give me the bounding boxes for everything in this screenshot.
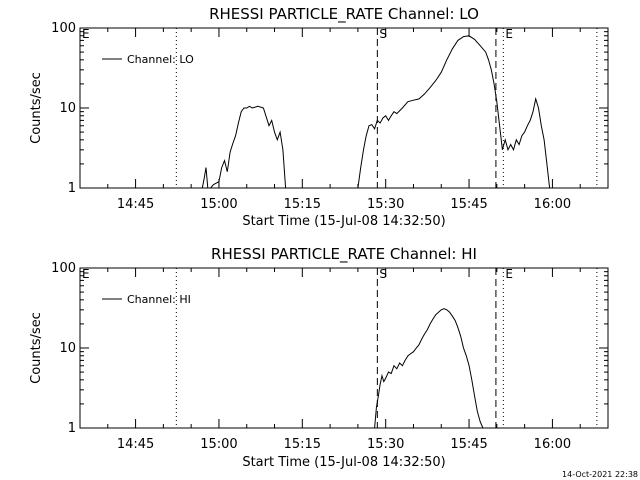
- x-tick-label: 14:45: [117, 437, 154, 452]
- y-axis-label: Counts/sec: [29, 312, 44, 384]
- x-tick-label: 15:30: [367, 437, 404, 452]
- legend-label: Channel: HI: [127, 293, 191, 306]
- annotation-label: S: [379, 267, 387, 281]
- annotation-label: E: [505, 27, 513, 41]
- x-axis-label: Start Time (15-Jul-08 14:32:50): [242, 455, 445, 470]
- x-axis-label: Start Time (15-Jul-08 14:32:50): [242, 214, 445, 229]
- annotation-label: S: [379, 27, 387, 41]
- x-tick-label: 15:00: [200, 197, 237, 212]
- x-tick-label: 15:00: [200, 437, 237, 452]
- series-line: [374, 308, 484, 429]
- annotation-label: E: [82, 27, 90, 41]
- y-tick-label: 100: [51, 261, 76, 276]
- chart-title: RHESSI PARTICLE_RATE Channel: HI: [211, 245, 477, 264]
- x-tick-label: 15:15: [284, 197, 321, 212]
- plot-frame: [79, 267, 609, 429]
- footer-timestamp: 14-Oct-2021 22:38: [562, 470, 638, 479]
- y-tick-label: 10: [59, 341, 76, 356]
- y-tick-label: 10: [59, 101, 76, 116]
- panel-hi: RHESSI PARTICLE_RATE Channel: HI Start Ti…: [29, 245, 609, 470]
- y-tick-label: 1: [68, 421, 76, 436]
- y-axis-label: Counts/sec: [29, 72, 44, 144]
- series-line: [201, 35, 551, 189]
- y-tick-label: 100: [51, 21, 76, 36]
- x-tick-label: 15:45: [450, 197, 487, 212]
- plot-frame: [79, 27, 609, 189]
- x-tick-label: 14:45: [117, 197, 154, 212]
- y-tick-label: 1: [68, 181, 76, 196]
- annotation-label: E: [505, 267, 513, 281]
- panel-lo: RHESSI PARTICLE_RATE Channel: LO Start Ti…: [29, 5, 609, 229]
- x-tick-label: 15:45: [450, 437, 487, 452]
- legend-label: Channel: LO: [127, 53, 194, 66]
- x-tick-label: 16:00: [534, 197, 571, 212]
- chart-title: RHESSI PARTICLE_RATE Channel: LO: [209, 5, 479, 24]
- annotation-label: E: [82, 267, 90, 281]
- x-tick-label: 15:15: [284, 437, 321, 452]
- x-tick-label: 15:30: [367, 197, 404, 212]
- x-tick-label: 16:00: [534, 437, 571, 452]
